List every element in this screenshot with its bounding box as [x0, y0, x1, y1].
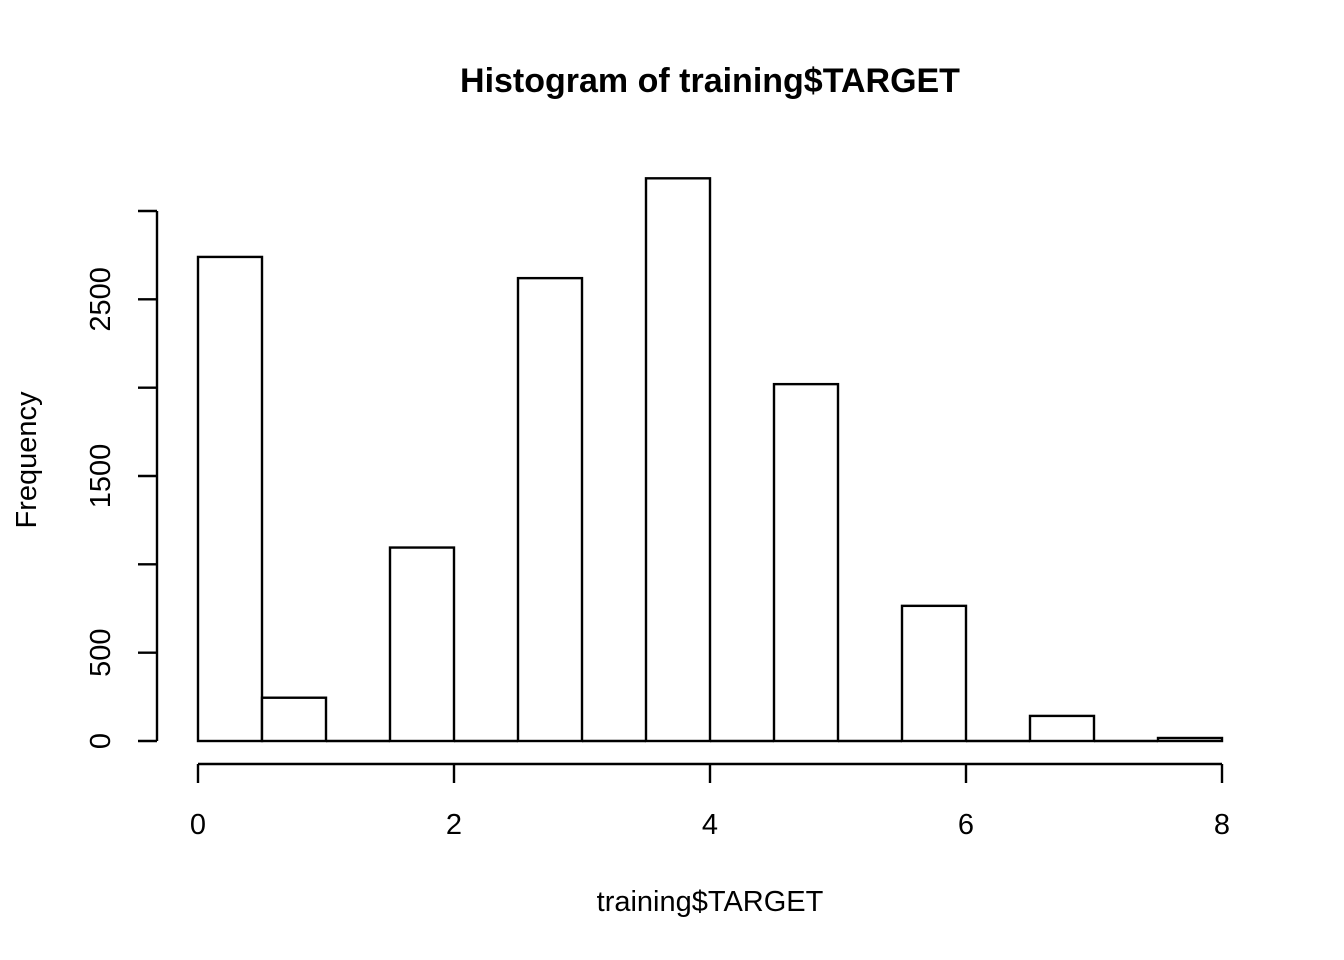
chart-title: Histogram of training$TARGET [460, 62, 960, 100]
y-tick-label: 500 [85, 628, 117, 676]
histogram-bars [196, 177, 1224, 743]
x-tick-label: 0 [190, 809, 206, 841]
histogram-bar [388, 546, 456, 743]
histogram-bar [772, 382, 840, 743]
x-tick-label: 6 [958, 809, 974, 841]
y-tick-label: 2500 [85, 267, 117, 332]
y-tick-label: 0 [85, 733, 117, 749]
x-axis-label: training$TARGET [597, 886, 824, 918]
x-tick-label: 4 [702, 809, 718, 841]
histogram-bar [196, 255, 264, 743]
x-axis: 0 2 4 6 8 [190, 762, 1230, 841]
histogram-bar [1028, 714, 1096, 743]
histogram-bar [1156, 736, 1224, 743]
x-tick-label: 8 [1214, 809, 1230, 841]
y-axis: 0 500 1500 2500 [85, 209, 159, 749]
histogram-bar [900, 604, 968, 743]
histogram-bar [260, 696, 328, 743]
y-axis-label: Frequency [11, 391, 43, 529]
x-tick-label: 2 [446, 809, 462, 841]
histogram-bar [516, 276, 584, 743]
histogram-bar [644, 177, 712, 743]
y-tick-label: 1500 [85, 444, 117, 509]
